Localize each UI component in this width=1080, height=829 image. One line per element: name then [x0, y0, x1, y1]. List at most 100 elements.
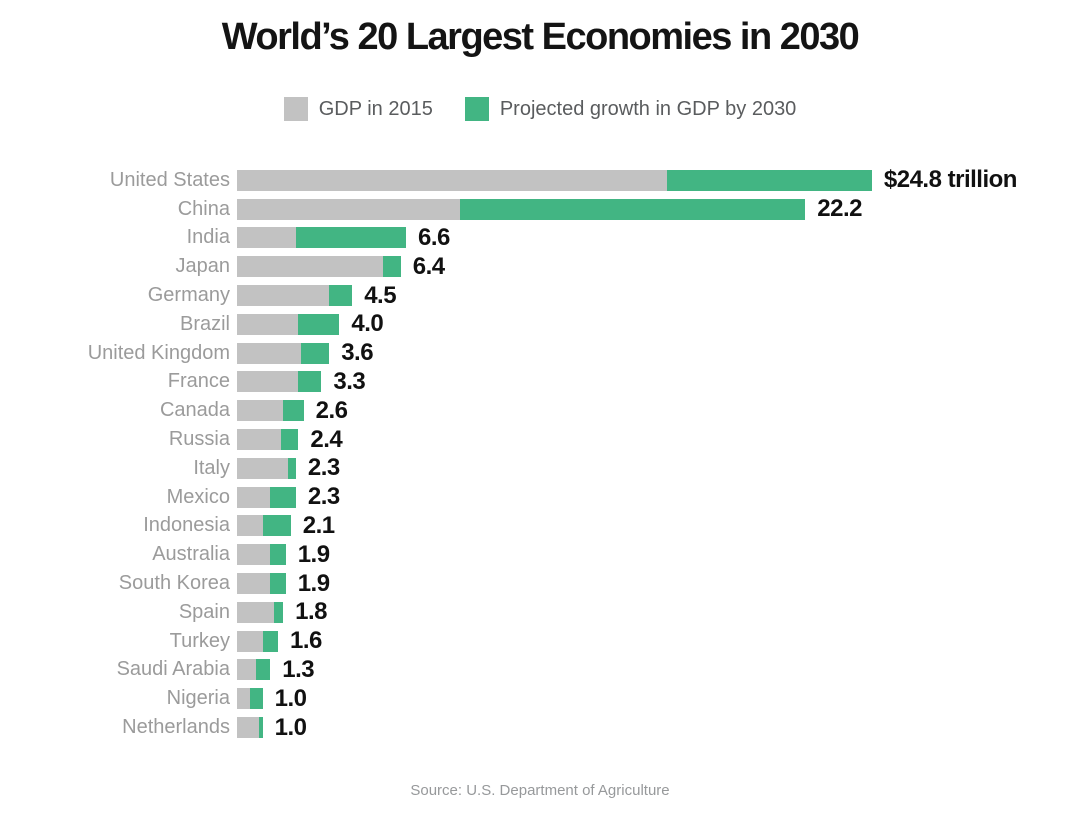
growth-segment	[256, 659, 271, 681]
value-label: 1.0	[274, 713, 307, 741]
legend-label-gdp-2015: GDP in 2015	[318, 97, 433, 120]
gdp-2015-segment	[237, 601, 275, 623]
stacked-bar	[237, 717, 263, 739]
country-label: France	[167, 370, 230, 393]
value-label: 22.2	[817, 195, 862, 223]
value-label: 2.3	[307, 454, 340, 482]
gdp-2015-segment	[237, 342, 301, 364]
gdp-2015-segment	[237, 285, 330, 307]
stacked-bar	[237, 169, 872, 191]
growth-segment	[249, 688, 263, 710]
growth-segment	[262, 630, 278, 652]
chart-row: Germany 4.5	[0, 281, 1080, 310]
gdp-2015-segment	[237, 486, 271, 508]
gdp-2015-segment	[237, 227, 296, 249]
value-label: 6.6	[417, 223, 450, 251]
stacked-bar	[237, 256, 401, 278]
chart-row: Brazil 4.0	[0, 310, 1080, 339]
chart-row: Italy 2.3	[0, 454, 1080, 483]
value-label: 1.6	[289, 627, 322, 655]
chart-row: South Korea 1.9	[0, 569, 1080, 598]
gdp-2015-segment	[237, 688, 250, 710]
country-label: Canada	[159, 399, 230, 422]
stacked-bar	[237, 601, 284, 623]
chart-row: Nigeria 1.0	[0, 684, 1080, 713]
chart-row: Indonesia 2.1	[0, 512, 1080, 541]
country-label: Mexico	[166, 485, 230, 508]
gdp-2015-segment	[237, 256, 383, 278]
country-label: Nigeria	[166, 687, 230, 710]
stacked-bar	[237, 544, 286, 566]
country-label: Italy	[193, 456, 230, 479]
stacked-bar	[237, 630, 278, 652]
legend: GDP in 2015 Projected growth in GDP by 2…	[0, 97, 1080, 121]
chart-row: Australia 1.9	[0, 540, 1080, 569]
country-label: Japan	[175, 255, 231, 278]
country-label: United Kingdom	[87, 341, 230, 364]
gdp-2015-segment	[237, 313, 299, 335]
growth-segment	[382, 256, 401, 278]
stacked-bar	[237, 400, 304, 422]
chart-row: Saudi Arabia 1.3	[0, 656, 1080, 685]
chart-row: India 6.6	[0, 224, 1080, 253]
value-label: 3.6	[341, 339, 374, 367]
country-label: United States	[109, 168, 230, 191]
growth-segment	[270, 486, 296, 508]
growth-segment	[329, 285, 353, 307]
value-label: 2.4	[310, 425, 343, 453]
chart-row: Turkey 1.6	[0, 627, 1080, 656]
country-label: Turkey	[169, 629, 230, 652]
value-label: 3.3	[333, 367, 366, 395]
country-label: Australia	[152, 543, 230, 566]
gdp-2015-segment	[237, 429, 281, 451]
legend-label-growth: Projected growth in GDP by 2030	[499, 97, 797, 120]
gdp-2015-segment	[237, 659, 257, 681]
growth-segment	[298, 313, 340, 335]
country-label: South Korea	[118, 572, 230, 595]
chart-row: France 3.3	[0, 368, 1080, 397]
gdp-2015-segment	[237, 198, 460, 220]
country-label: Brazil	[179, 312, 230, 335]
stacked-bar	[237, 457, 296, 479]
growth-segment	[459, 198, 806, 220]
stacked-bar	[237, 371, 322, 393]
legend-item-growth: Projected growth in GDP by 2030	[464, 97, 797, 121]
gdp-2015-segment	[237, 169, 668, 191]
gdp-2015-segment	[237, 573, 271, 595]
value-label: 4.5	[364, 281, 397, 309]
country-label: Netherlands	[122, 716, 230, 739]
chart-row: China 22.2	[0, 195, 1080, 224]
chart-row: United States $24.8 trillion	[0, 166, 1080, 195]
growth-segment	[270, 573, 286, 595]
value-label: 6.4	[412, 252, 445, 280]
legend-item-gdp-2015: GDP in 2015	[283, 97, 433, 121]
country-label: China	[177, 197, 230, 220]
growth-segment	[274, 601, 284, 623]
gdp-2015-segment	[237, 630, 263, 652]
growth-segment	[298, 371, 322, 393]
gdp-2015-segment	[237, 371, 299, 393]
gdp-2015-segment	[237, 544, 271, 566]
stacked-bar	[237, 285, 353, 307]
gdp-2015-segment	[237, 717, 259, 739]
growth-swatch	[464, 97, 489, 121]
stacked-bar	[237, 573, 286, 595]
stacked-bar	[237, 486, 296, 508]
growth-segment	[283, 400, 304, 422]
value-label: 4.0	[351, 310, 384, 338]
growth-segment	[295, 227, 406, 249]
country-label: Saudi Arabia	[116, 658, 230, 681]
value-label: 1.9	[297, 540, 330, 568]
chart-row: Netherlands 1.0	[0, 713, 1080, 742]
gdp-2015-segment	[237, 515, 263, 537]
value-label: 2.3	[307, 483, 340, 511]
country-label: India	[186, 226, 230, 249]
growth-segment	[667, 169, 872, 191]
value-label: 1.9	[297, 569, 330, 597]
value-label: $24.8 trillion	[883, 166, 1018, 194]
chart-row: Canada 2.6	[0, 396, 1080, 425]
country-label: Indonesia	[143, 514, 230, 537]
growth-segment	[262, 515, 291, 537]
stacked-bar	[237, 659, 271, 681]
